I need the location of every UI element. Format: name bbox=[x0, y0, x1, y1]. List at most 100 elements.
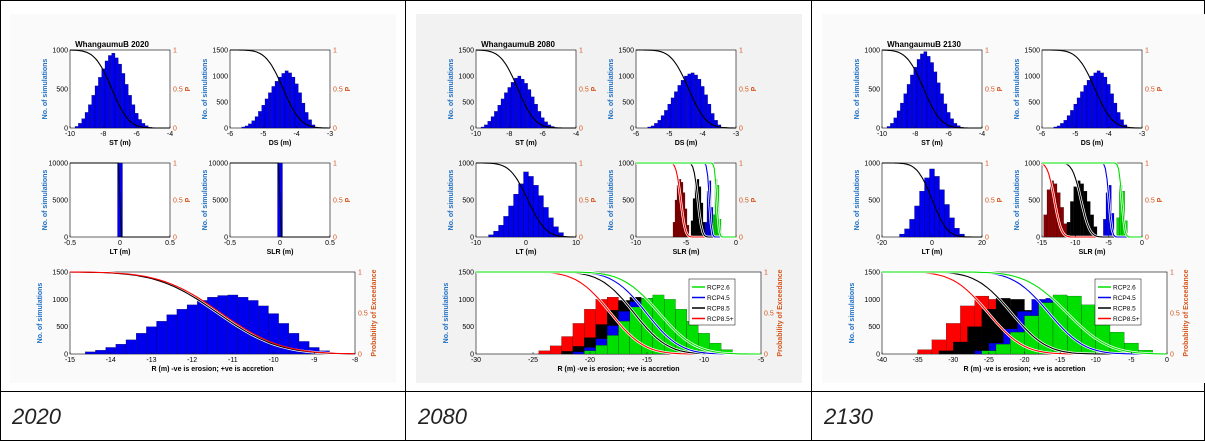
chart-2: WhangaumuB 2130-10 -8 -6 -40500100000.51ST … bbox=[822, 14, 1205, 383]
x-tick-label: -3 bbox=[327, 131, 333, 138]
legend-label: RCP4.5 bbox=[707, 295, 730, 302]
y-tick-label: 0 bbox=[64, 352, 68, 359]
histogram-bar bbox=[893, 117, 898, 129]
histogram-bar bbox=[254, 116, 259, 129]
legend-label: RCP2.6 bbox=[707, 285, 730, 292]
histogram-bar bbox=[487, 121, 492, 129]
y-tick-label: 1500 bbox=[458, 48, 474, 55]
y-axis-label: No. of simulations bbox=[854, 59, 861, 120]
histogram-bar bbox=[74, 126, 79, 129]
p-tick-label: 1 bbox=[333, 161, 337, 168]
x-axis-label: SLR (m) bbox=[1079, 249, 1106, 256]
p-tick-label: 1 bbox=[764, 270, 768, 277]
x-tick-label: -5 bbox=[758, 357, 764, 364]
histogram-bar bbox=[1053, 126, 1058, 129]
histogram-bar bbox=[606, 335, 619, 355]
histogram-bar bbox=[1103, 219, 1107, 238]
y-tick-label: 0 bbox=[876, 352, 880, 359]
x-tick-label: 0 bbox=[1165, 357, 1169, 364]
y-tick-label: 1000 bbox=[1024, 74, 1040, 81]
histogram-bar bbox=[291, 76, 296, 129]
y-tick-label: 500 bbox=[462, 324, 474, 331]
x-axis-label: SLR (m) bbox=[267, 249, 294, 256]
exceedance-curve bbox=[882, 271, 1167, 355]
p-axis-label: Probability of Exceedance bbox=[371, 269, 378, 356]
histogram-bar bbox=[1106, 84, 1111, 129]
histogram-bar bbox=[1086, 80, 1091, 129]
x-tick-label: -10 bbox=[1070, 240, 1080, 247]
y-tick-label: 0 bbox=[876, 126, 880, 133]
x-axis-label: R (m) -ve is erosion; +ve is accretion bbox=[964, 366, 1086, 373]
x-tick-label: -35 bbox=[913, 357, 923, 364]
exceedance-curve bbox=[882, 49, 982, 129]
histogram-bar bbox=[677, 85, 682, 129]
x-axis-label: R (m) -ve is erosion; +ve is accretion bbox=[558, 366, 680, 373]
p-tick-label: 1 bbox=[1145, 161, 1149, 168]
p-tick-label: 0 bbox=[985, 235, 989, 242]
y-tick-label: 1500 bbox=[618, 48, 634, 55]
histogram-bar bbox=[84, 112, 89, 129]
histogram-bar bbox=[1116, 217, 1120, 238]
histogram-bar bbox=[484, 124, 488, 129]
x-tick-label: -6 bbox=[134, 131, 140, 138]
histogram-bar bbox=[493, 230, 499, 238]
p-tick-label: 0.5 bbox=[1145, 87, 1155, 94]
p-tick-label: 1 bbox=[1145, 48, 1149, 55]
histogram-bar bbox=[549, 345, 562, 355]
histogram-bar bbox=[534, 103, 538, 129]
histogram-bar bbox=[664, 110, 668, 129]
y-tick-label: 1000 bbox=[864, 48, 880, 55]
x-tick-label: -4 bbox=[1106, 131, 1112, 138]
legend-label: RCP8.5+ bbox=[1113, 316, 1140, 323]
y-tick-label: 500 bbox=[622, 198, 634, 205]
histogram-bar bbox=[899, 233, 905, 238]
histogram-bar bbox=[910, 74, 914, 129]
histogram-bar bbox=[704, 94, 708, 129]
histogram-bar bbox=[537, 111, 542, 129]
histogram-bar bbox=[504, 92, 508, 129]
x-tick-label: -5 bbox=[1128, 357, 1134, 364]
y-tick-label: 0 bbox=[470, 352, 474, 359]
p-axis-label: Probability of Exceedance bbox=[777, 269, 784, 356]
histogram-bar bbox=[494, 111, 498, 129]
histogram-bar bbox=[674, 91, 678, 129]
histogram-bar bbox=[261, 105, 266, 129]
histogram-bar bbox=[298, 92, 302, 129]
histogram-bar bbox=[197, 300, 208, 355]
histogram-bar bbox=[281, 73, 286, 129]
histogram-bar bbox=[900, 102, 904, 129]
histogram-bar bbox=[543, 207, 549, 238]
x-tick-label: -10 bbox=[269, 357, 279, 364]
y-tick-label: 0 bbox=[64, 235, 68, 242]
x-tick-label: -5 bbox=[260, 131, 266, 138]
x-axis-label: DS (m) bbox=[675, 140, 698, 147]
x-tick-label: -6 bbox=[227, 131, 233, 138]
y-axis-label: No. of simulations bbox=[443, 283, 450, 344]
exceedance-curve bbox=[1042, 162, 1142, 238]
histogram-bar bbox=[595, 345, 608, 355]
histogram-bar bbox=[274, 81, 279, 129]
p-axis-label: P bbox=[997, 197, 1004, 202]
histogram-bar bbox=[1076, 97, 1081, 129]
x-tick-label: -4 bbox=[294, 131, 300, 138]
histogram-bar bbox=[248, 300, 259, 355]
x-tick-label: -0.5 bbox=[64, 240, 76, 247]
histogram-bar bbox=[909, 219, 915, 238]
histogram-bar bbox=[690, 220, 694, 238]
histogram-bar bbox=[176, 309, 188, 355]
p-tick-label: 0 bbox=[739, 235, 743, 242]
histogram-bar bbox=[1046, 189, 1051, 238]
histogram-bar bbox=[186, 304, 198, 355]
histogram-bar bbox=[251, 120, 256, 129]
legend-box bbox=[1094, 278, 1142, 326]
x-tick-label: -5 bbox=[1072, 131, 1078, 138]
x-tick-label: -4 bbox=[700, 131, 706, 138]
x-tick-label: -10 bbox=[471, 240, 481, 247]
histogram-bar bbox=[115, 344, 127, 355]
histogram-bar bbox=[938, 350, 954, 355]
y-tick-label: 1000 bbox=[458, 161, 474, 168]
caption-2130: 2130 bbox=[824, 404, 873, 429]
p-tick-label: 0 bbox=[173, 235, 177, 242]
exceedance-curve bbox=[882, 162, 982, 238]
